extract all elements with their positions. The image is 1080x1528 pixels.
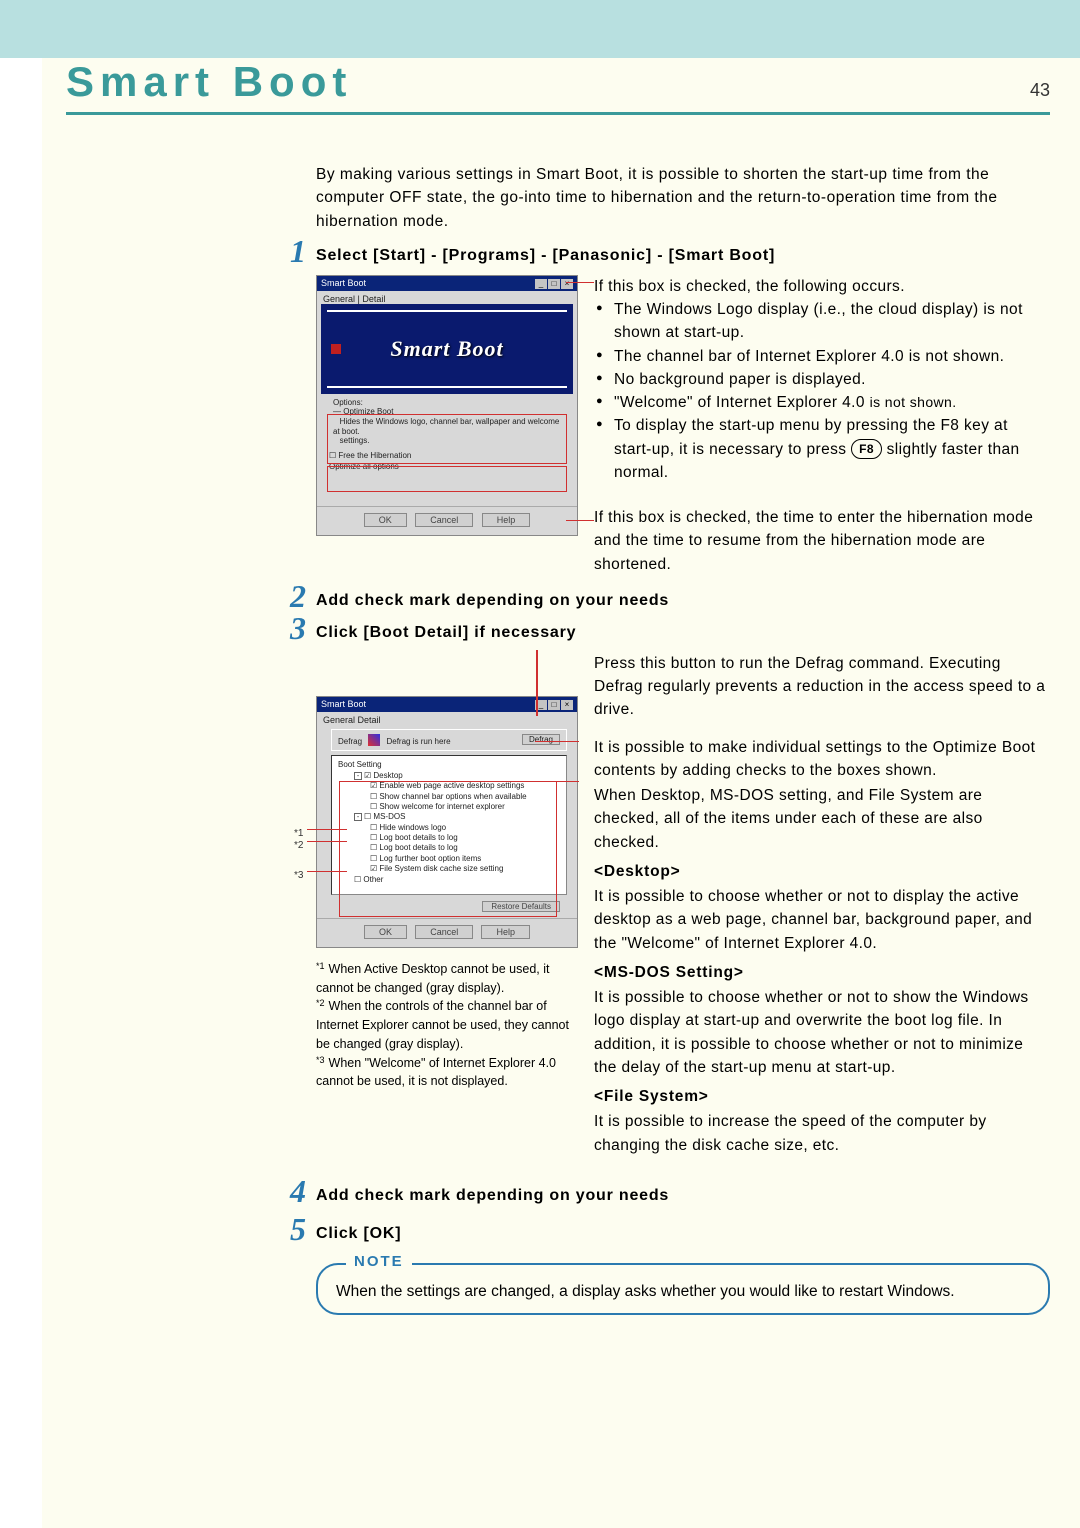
footnote-2: *2When the controls of the channel bar o… <box>316 997 576 1053</box>
tree-item-4: ☐ Show welcome for internet explorer <box>338 802 560 812</box>
step-4-heading: Add check mark depending on your needs <box>316 1187 1050 1205</box>
tree-item-9: ☐ Log further boot option items <box>338 854 560 864</box>
footnote-1: *1When Active Desktop cannot be used, it… <box>316 960 576 998</box>
screenshot-smart-boot-detail: Smart Boot _□× General Detail Defrag Def… <box>316 696 578 948</box>
f8-key-icon: F8 <box>851 439 882 459</box>
filesys-heading: <File System> <box>594 1085 1050 1108</box>
desktop-heading: <Desktop> <box>594 860 1050 883</box>
window-title: Smart Boot <box>321 278 366 289</box>
bullet-3: No background paper is displayed. <box>594 368 1050 391</box>
smart-boot-banner: Smart Boot <box>327 310 567 388</box>
window-titlebar: Smart Boot _□× <box>317 276 577 291</box>
step-4: 4 Add check mark depending on your needs <box>316 1187 1050 1205</box>
header-bar <box>0 0 1080 58</box>
intro-paragraph: By making various settings in Smart Boot… <box>316 163 1050 233</box>
tree-item-10: ☑ File System disk cache size setting <box>338 864 560 874</box>
p-when-checked: When Desktop, MS-DOS setting, and File S… <box>594 784 1050 854</box>
screenshot-smart-boot-general: Smart Boot _□× General | Detail Smart Bo… <box>316 275 578 536</box>
step-5: 5 Click [OK] <box>316 1225 1050 1243</box>
checkbox-hibernation: ☐ Free the Hibernation <box>317 450 577 461</box>
msdos-heading: <MS-DOS Setting> <box>594 961 1050 984</box>
bullet-1: The Windows Logo display (i.e., the clou… <box>594 298 1050 345</box>
step-1-row: Smart Boot _□× General | Detail Smart Bo… <box>316 275 1050 576</box>
step-4-number: 4 <box>290 1173 306 1210</box>
note-label: NOTE <box>346 1253 412 1270</box>
p-individual: It is possible to make individual settin… <box>594 736 1050 783</box>
window-buttons-2: _□× <box>534 699 573 710</box>
tree-item-3: ☐ Show channel bar options when availabl… <box>338 792 560 802</box>
step-1: 1 Select [Start] - [Programs] - [Panason… <box>316 247 1050 576</box>
dialog-buttons: OK Cancel Help <box>317 506 577 529</box>
defrag-label: Defrag <box>338 737 362 746</box>
msdos-text: It is possible to choose whether or not … <box>594 986 1050 1079</box>
step-1-heading: Select [Start] - [Programs] - [Panasonic… <box>316 247 1050 265</box>
ok-button: OK <box>364 513 407 527</box>
settings-tree: Boot Setting -☑ Desktop ☑ Enable web pag… <box>331 755 567 895</box>
step-3-heading: Click [Boot Detail] if necessary <box>316 624 1050 642</box>
restore-defaults-button: Restore Defaults <box>482 901 560 912</box>
cancel-button: Cancel <box>415 513 473 527</box>
note-box: NOTE When the settings are changed, a di… <box>316 1263 1050 1315</box>
defrag-text: Defrag is run here <box>386 737 450 746</box>
tree-item-6: ☐ Hide windows logo <box>338 823 560 833</box>
ok-button-2: OK <box>364 925 407 939</box>
p-defrag: Press this button to run the Defrag comm… <box>594 652 1050 722</box>
tree-item-2: ☑ Enable web page active desktop setting… <box>338 781 560 791</box>
tree-msdos: -☐ MS-DOS <box>338 812 560 822</box>
page-number: 43 <box>1030 80 1050 101</box>
window-titlebar-2: Smart Boot _□× <box>317 697 577 712</box>
defrag-button: Defrag <box>522 734 560 745</box>
desktop-text: It is possible to choose whether or not … <box>594 885 1050 955</box>
step-3-number: 3 <box>290 610 306 647</box>
callout-b: If this box is checked, the time to ente… <box>594 506 1050 576</box>
footnote-3: *3When "Welcome" of Internet Explorer 4.… <box>316 1054 576 1092</box>
step-3-left-col: *1 *2 *3 Smart Boot _□× General Detail D… <box>316 652 578 1091</box>
title-row: Smart Boot 43 <box>66 58 1050 115</box>
step-3-row: *1 *2 *3 Smart Boot _□× General Detail D… <box>316 652 1050 1159</box>
asterisk-3: *3 <box>294 870 303 881</box>
step-5-number: 5 <box>290 1211 306 1248</box>
step-2: 2 Add check mark depending on your needs <box>316 592 1050 610</box>
bullet-4: "Welcome" of Internet Explorer 4.0 is no… <box>594 391 1050 414</box>
screenshot-body-text: Options:— Optimize Boot Hides the Window… <box>317 394 577 450</box>
page-title: Smart Boot <box>66 58 352 106</box>
step-1-callouts: If this box is checked, the following oc… <box>594 275 1050 576</box>
step-3: 3 Click [Boot Detail] if necessary *1 *2… <box>316 624 1050 1159</box>
checkbox-optimize: Optimize all options <box>317 461 577 472</box>
tab-bar: General | Detail <box>317 291 577 304</box>
defrag-box: Defrag Defrag is run here Defrag <box>331 729 567 751</box>
callout-a-lead: If this box is checked, the following oc… <box>594 275 1050 298</box>
step-5-heading: Click [OK] <box>316 1225 1050 1243</box>
asterisk-1: *1 <box>294 828 303 839</box>
help-button: Help <box>482 513 531 527</box>
step-1-number: 1 <box>290 233 306 270</box>
bullet-5: To display the start-up menu by pressing… <box>594 414 1050 484</box>
tree-item-11: ☐ Other <box>338 875 560 885</box>
tree-item-8: ☐ Log boot details to log <box>338 843 560 853</box>
footnotes: *1When Active Desktop cannot be used, it… <box>316 960 576 1091</box>
tree-root: Boot Setting <box>338 760 560 769</box>
note-text: When the settings are changed, a display… <box>336 1283 955 1300</box>
dialog-buttons-2: OK Cancel Help <box>317 918 577 941</box>
help-button-2: Help <box>481 925 530 939</box>
cancel-button-2: Cancel <box>415 925 473 939</box>
tab-bar-2: General Detail <box>317 712 577 725</box>
step-2-heading: Add check mark depending on your needs <box>316 592 1050 610</box>
tree-desktop: -☑ Desktop <box>338 771 560 781</box>
window-buttons: _□× <box>534 278 573 289</box>
page-container: Smart Boot 43 By making various settings… <box>42 58 1080 1528</box>
bullet-2: The channel bar of Internet Explorer 4.0… <box>594 345 1050 368</box>
filesys-text: It is possible to increase the speed of … <box>594 1110 1050 1157</box>
asterisk-2: *2 <box>294 840 303 851</box>
step-3-explanation: Press this button to run the Defrag comm… <box>594 652 1050 1159</box>
window-title-2: Smart Boot <box>321 699 366 710</box>
tree-item-7: ☐ Log boot details to log <box>338 833 560 843</box>
